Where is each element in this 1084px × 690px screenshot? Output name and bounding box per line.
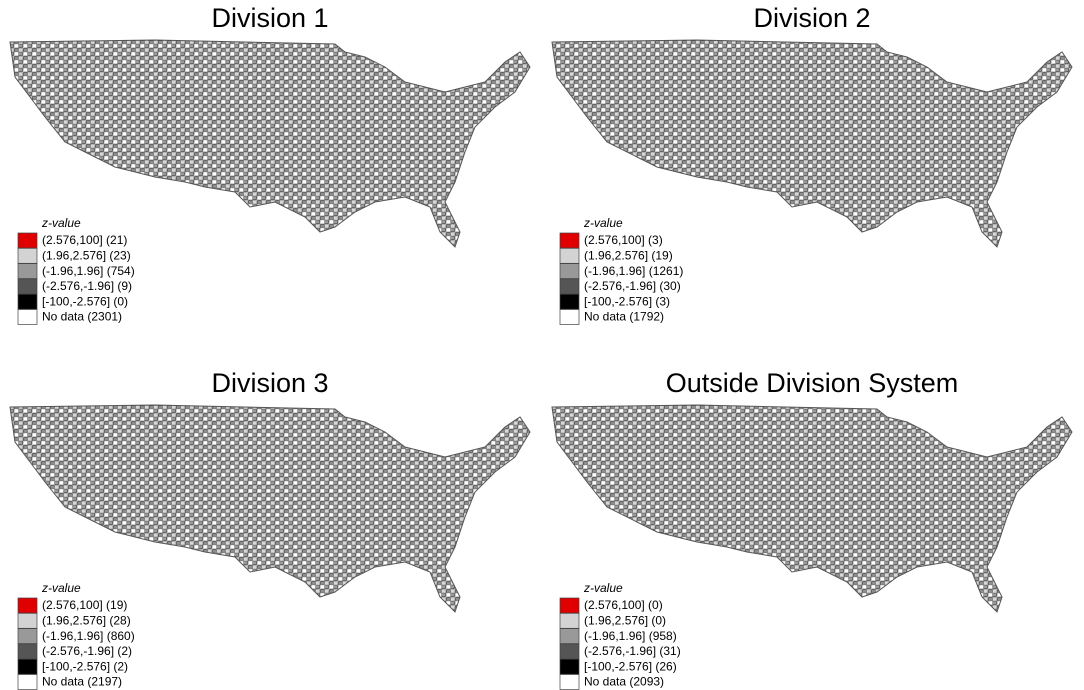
legend-label: (-1.96,1.96] (958) (584, 629, 677, 643)
county-fill (9, 404, 531, 613)
legend-label: (2.576,100] (19) (42, 598, 127, 612)
legend-swatch (559, 612, 580, 629)
legend-label: (-2.576,-1.96] (31) (584, 644, 681, 658)
legend-swatch (17, 612, 38, 629)
legend-swatch (559, 658, 580, 675)
legend-label: (-2.576,-1.96] (30) (584, 279, 681, 293)
legend-title: z-value (41, 581, 81, 595)
legend-swatch (17, 293, 38, 310)
legend-label: (-2.576,-1.96] (2) (42, 644, 132, 658)
legend-label: [-100,-2.576] (26) (584, 659, 677, 673)
legend-label: No data (1792) (584, 310, 664, 324)
us-map (9, 404, 531, 613)
legend-label: No data (2197) (42, 675, 122, 689)
legend-label: (-1.96,1.96] (860) (42, 629, 135, 643)
panel-title: Division 1 (211, 3, 328, 33)
legend-label: (1.96,2.576] (28) (42, 613, 131, 627)
legend-swatch (17, 309, 38, 325)
legend-swatch (559, 309, 580, 325)
legend-swatch (559, 293, 580, 310)
legend-label: [-100,-2.576] (3) (584, 294, 670, 308)
legend-swatch (17, 278, 38, 295)
legend-label: (2.576,100] (3) (584, 233, 663, 247)
legend-label: No data (2093) (584, 675, 664, 689)
legend-label: (-2.576,-1.96] (9) (42, 279, 132, 293)
legend-label: [-100,-2.576] (2) (42, 659, 128, 673)
legend-label: (-1.96,1.96] (754) (42, 264, 135, 278)
legend-swatch (559, 278, 580, 295)
panel-title: Division 2 (753, 3, 870, 33)
us-map (551, 404, 1073, 613)
legend-swatch (559, 597, 580, 614)
legend-swatch (17, 263, 38, 279)
legend-swatch (559, 674, 580, 690)
legend-swatch (17, 247, 38, 264)
legend-label: (-1.96,1.96] (1261) (584, 264, 683, 278)
us-map (9, 39, 531, 248)
map-panel: Division 1 z-value (2.576,100] (21)(1.96,2… (9, 3, 531, 325)
legend: z-value (2.576,100] (19)(1.96,2.576] (28)… (17, 581, 135, 690)
panel-title: Outside Division System (666, 368, 959, 398)
legend-title: z-value (583, 581, 623, 595)
legend-swatch (17, 597, 38, 614)
map-panel: Division 2 z-value (2.576,100] (3)(1.96,2.… (551, 3, 1073, 325)
legend-title: z-value (583, 216, 623, 230)
legend-swatch (559, 628, 580, 644)
county-fill (551, 404, 1073, 613)
legend-swatch (559, 643, 580, 660)
county-fill (9, 39, 531, 248)
us-map (551, 39, 1073, 248)
county-fill (551, 39, 1073, 248)
legend-swatch (17, 643, 38, 660)
legend-label: (1.96,2.576] (19) (584, 248, 673, 262)
legend-swatch (559, 263, 580, 279)
legend-swatch (17, 628, 38, 644)
legend-label: [-100,-2.576] (0) (42, 294, 128, 308)
map-panel: Outside Division System z-value (2.576,100… (551, 368, 1073, 690)
legend-label: (2.576,100] (0) (584, 598, 663, 612)
legend-title: z-value (41, 216, 81, 230)
legend: z-value (2.576,100] (0)(1.96,2.576] (0) (-… (559, 581, 681, 690)
panel-title: Division 3 (211, 368, 328, 398)
legend-swatch (559, 247, 580, 264)
legend-label: (1.96,2.576] (0) (584, 613, 666, 627)
legend-swatch (17, 674, 38, 690)
legend: z-value (2.576,100] (21)(1.96,2.576] (23)… (17, 216, 135, 325)
legend-swatch (17, 232, 38, 249)
legend-swatch (559, 232, 580, 249)
legend-swatch (17, 658, 38, 675)
legend-label: No data (2301) (42, 310, 122, 324)
legend-label: (2.576,100] (21) (42, 233, 127, 247)
map-panel: Division 3 z-value (2.576,100] (19)(1.96,2… (9, 368, 531, 690)
legend-label: (1.96,2.576] (23) (42, 248, 131, 262)
legend: z-value (2.576,100] (3)(1.96,2.576] (19) (… (559, 216, 683, 325)
